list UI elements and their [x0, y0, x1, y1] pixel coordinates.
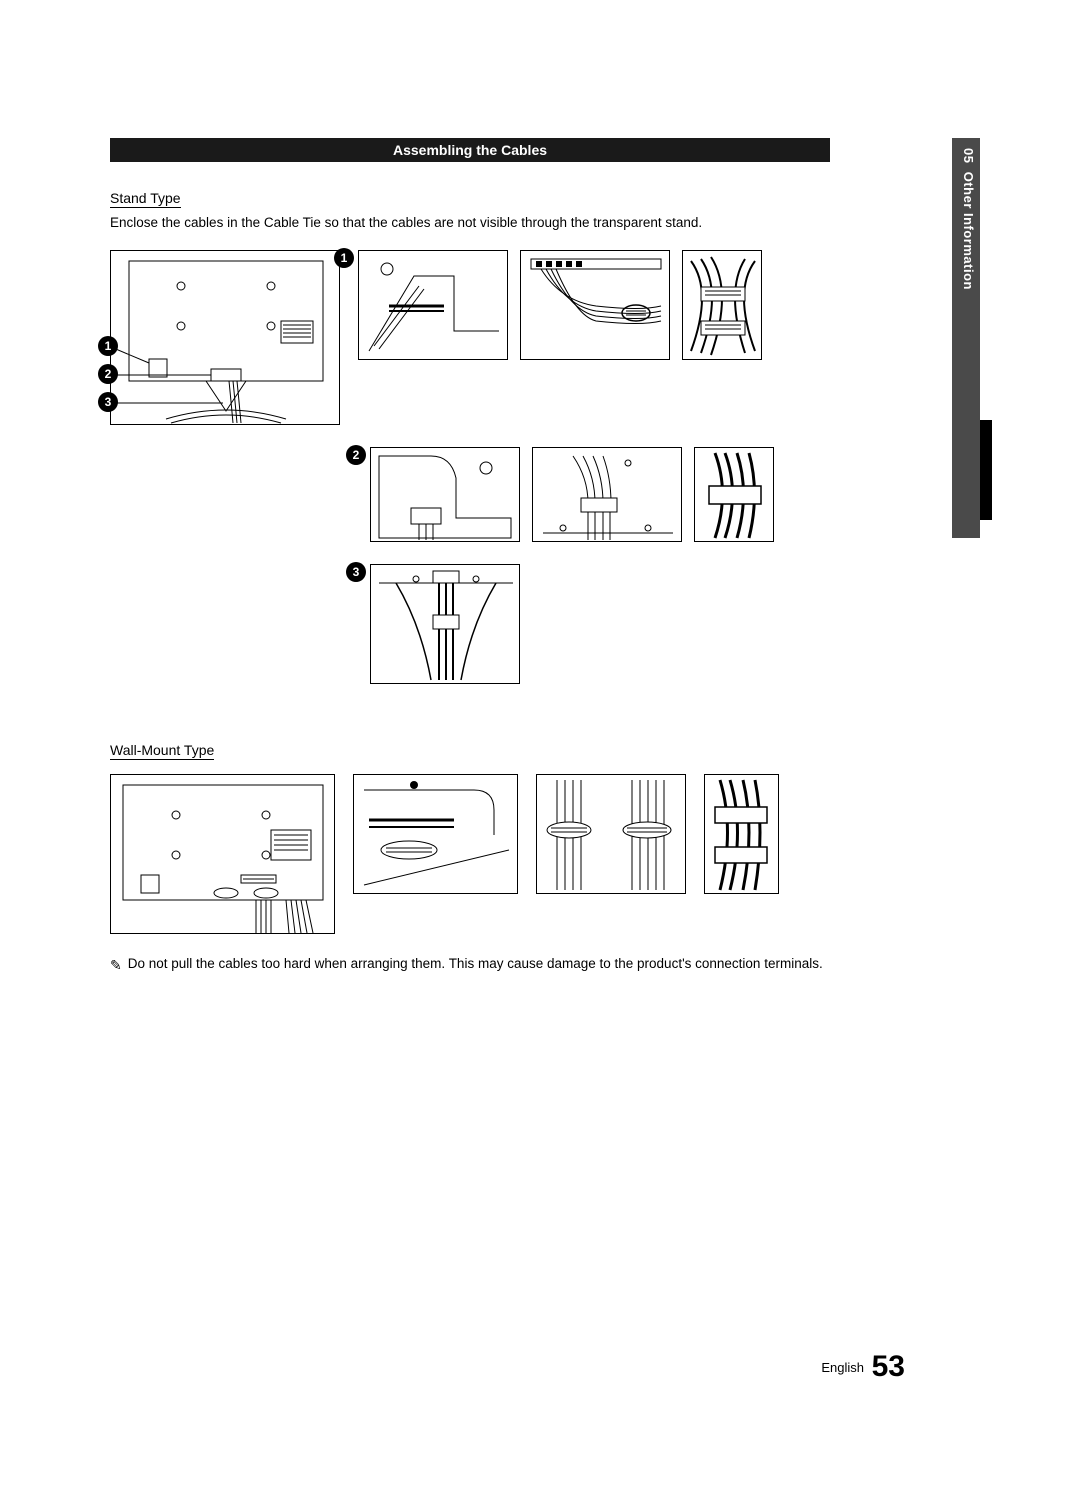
- step1-group: 1: [358, 250, 762, 360]
- chapter-label: 05 Other Information: [956, 148, 976, 290]
- sidebar-marker: [980, 420, 992, 520]
- stand-type-text: Enclose the cables in the Cable Tie so t…: [110, 214, 935, 232]
- page-number: 53: [872, 1350, 905, 1383]
- stand-type-heading: Stand Type: [110, 190, 181, 208]
- step2-panel-b: [532, 447, 682, 542]
- page-footer: English 53: [0, 1350, 1080, 1384]
- stand-diagrams: 1 2 3 1: [110, 250, 935, 684]
- content-area: Assembling the Cables Stand Type Enclose…: [110, 138, 935, 974]
- step1-panel-c: [682, 250, 762, 360]
- tv-back-panel: [110, 250, 340, 425]
- step2-group: 2: [370, 447, 774, 542]
- footer-language: English: [821, 1360, 864, 1375]
- wall-panel-b: [536, 774, 686, 894]
- diagram-row-2: 2: [370, 447, 935, 542]
- overview-diagram: 1 2 3: [110, 250, 340, 425]
- step2-badge: 2: [346, 445, 366, 465]
- chapter-title: Other Information: [961, 172, 976, 290]
- step2-panel-c: [694, 447, 774, 542]
- step3-panel: [370, 564, 520, 684]
- caution-note: ✎ Do not pull the cables too hard when a…: [110, 956, 935, 974]
- note-icon: ✎: [110, 956, 122, 974]
- wall-diagram-row: [110, 774, 935, 934]
- step1-panel-a: [358, 250, 508, 360]
- diagram-row-3: 3: [370, 564, 935, 684]
- wall-tv-panel: [110, 774, 335, 934]
- step1-panel-b: [520, 250, 670, 360]
- step2-panel-a: [370, 447, 520, 542]
- wall-mount-heading: Wall-Mount Type: [110, 742, 214, 760]
- wall-panel-c: [704, 774, 779, 894]
- wall-panel-a: [353, 774, 518, 894]
- page: 05 Other Information Assembling the Cabl…: [0, 0, 1080, 1494]
- diagram-row-1: 1 2 3 1: [110, 250, 935, 425]
- section-banner: Assembling the Cables: [110, 138, 830, 162]
- step3-group: 3: [370, 564, 520, 684]
- chapter-number: 05: [961, 148, 976, 163]
- step1-badge: 1: [334, 248, 354, 268]
- note-text: Do not pull the cables too hard when arr…: [128, 956, 823, 971]
- step3-badge: 3: [346, 562, 366, 582]
- wall-mount-section: Wall-Mount Type: [110, 714, 935, 974]
